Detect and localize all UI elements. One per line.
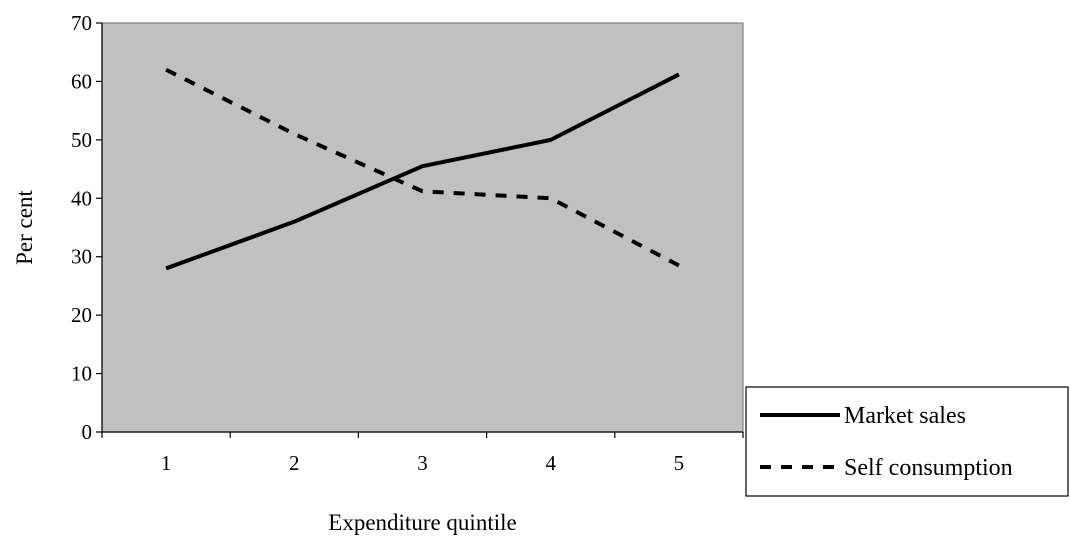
x-tick-label: 1 (161, 451, 172, 475)
x-tick-label: 3 (417, 451, 428, 475)
series-group (165, 67, 680, 271)
y-tick-label: 20 (71, 303, 92, 327)
legend-label: Market sales (844, 403, 966, 429)
y-axis-ticks: 0 10 20 30 40 50 60 70 (71, 11, 103, 444)
series-line-market-sales (165, 72, 680, 271)
x-tick-label: 5 (674, 451, 685, 475)
series-line-self-consumption (165, 67, 680, 268)
y-tick-label: 40 (71, 186, 92, 210)
y-tick-label: 70 (71, 11, 92, 35)
legend-label: Self consumption (844, 455, 1013, 481)
x-tick-label: 4 (545, 451, 556, 475)
x-axis-title: Expenditure quintile (328, 510, 516, 535)
x-axis-ticks: 1 2 3 4 5 (101, 431, 744, 475)
plot-area (101, 22, 744, 433)
legend: Market sales Self consumption (745, 386, 1069, 497)
x-tick-label: 2 (289, 451, 300, 475)
legend-box (745, 386, 1069, 497)
y-tick-label: 30 (71, 245, 92, 269)
y-tick-label: 50 (71, 128, 92, 152)
y-tick-label: 60 (71, 69, 92, 93)
y-axis-title: Per cent (12, 190, 37, 265)
y-tick-label: 10 (71, 362, 92, 386)
y-tick-label: 0 (82, 420, 93, 444)
